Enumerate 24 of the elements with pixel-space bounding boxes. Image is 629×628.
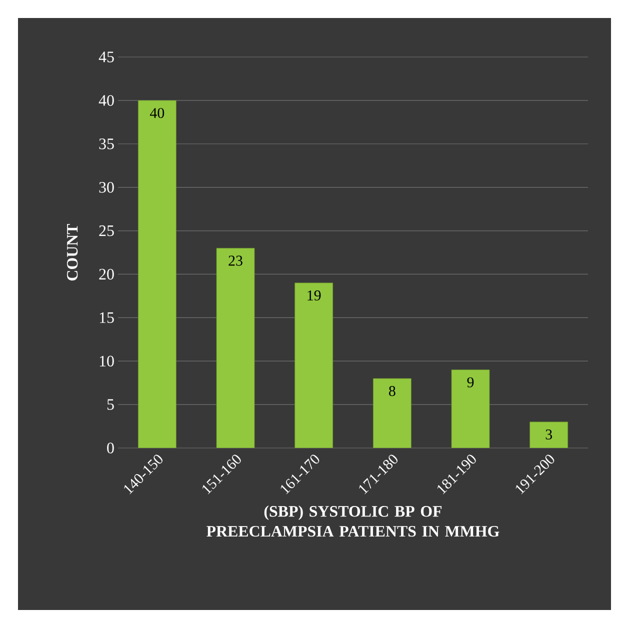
y-tick-label: 20 <box>99 268 114 280</box>
y-tick-label: 10 <box>100 356 114 366</box>
y-tick-label: 5 <box>107 399 114 410</box>
y-tick-label: 15 <box>100 312 114 324</box>
data-label: 8 <box>388 386 396 396</box>
y-tick-label: 25 <box>99 225 114 236</box>
y-tick-label: 45 <box>98 52 114 62</box>
bar <box>294 282 334 448</box>
bar <box>138 100 176 448</box>
y-tick-label: 30 <box>99 182 114 193</box>
y-axis-title: COUNT <box>67 224 78 280</box>
x-axis-title: (SBP) SYSTOLIC BP OF PREECLAMPSIA PATIENTS IN MMHG <box>206 506 500 537</box>
bar <box>451 370 490 448</box>
data-label: 3 <box>546 429 552 440</box>
y-tick-label: 40 <box>98 95 114 106</box>
bar <box>216 248 255 448</box>
bar <box>372 378 412 448</box>
y-tick-label: 35 <box>99 138 114 150</box>
data-label: 19 <box>308 290 321 300</box>
data-label: 40 <box>150 108 164 118</box>
bar <box>530 422 568 448</box>
data-label: 9 <box>467 377 474 388</box>
y-tick-label: 0 <box>107 442 114 454</box>
data-label: 23 <box>228 256 242 266</box>
